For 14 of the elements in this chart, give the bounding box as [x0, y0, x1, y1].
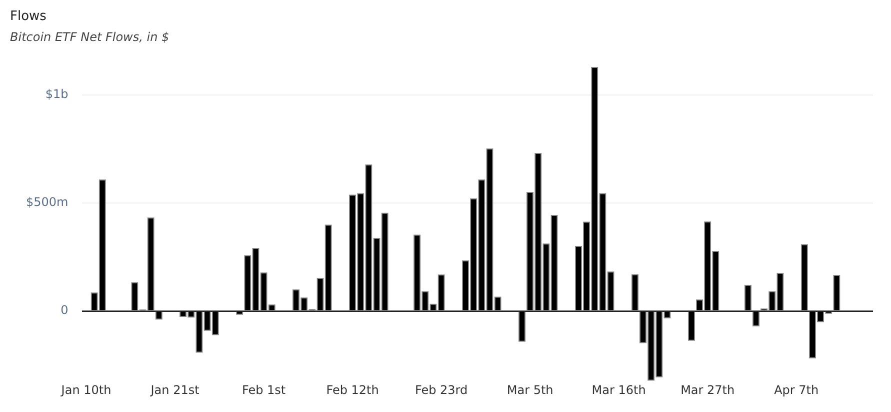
- y-tick-label: $500m: [26, 195, 68, 210]
- x-tick-label: Feb 1st: [242, 383, 286, 398]
- y-tick-label: 0: [60, 303, 68, 318]
- x-tick-label: Mar 27th: [680, 383, 735, 398]
- x-tick-label: Mar 5th: [506, 383, 554, 398]
- x-tick-label: Feb 23rd: [414, 383, 468, 398]
- x-tick-label: Jan 21st: [150, 383, 200, 398]
- y-tick-label: $1b: [45, 87, 68, 102]
- x-tick-label: Mar 16th: [592, 383, 646, 398]
- chart-subtitle: Bitcoin ETF Net Flows, in $: [10, 29, 170, 45]
- x-tick-label: Feb 12th: [326, 383, 379, 398]
- chart-title: Flows: [10, 8, 48, 26]
- x-tick-label: Jan 10th: [60, 383, 112, 398]
- x-tick-label: Apr 7th: [774, 383, 819, 398]
